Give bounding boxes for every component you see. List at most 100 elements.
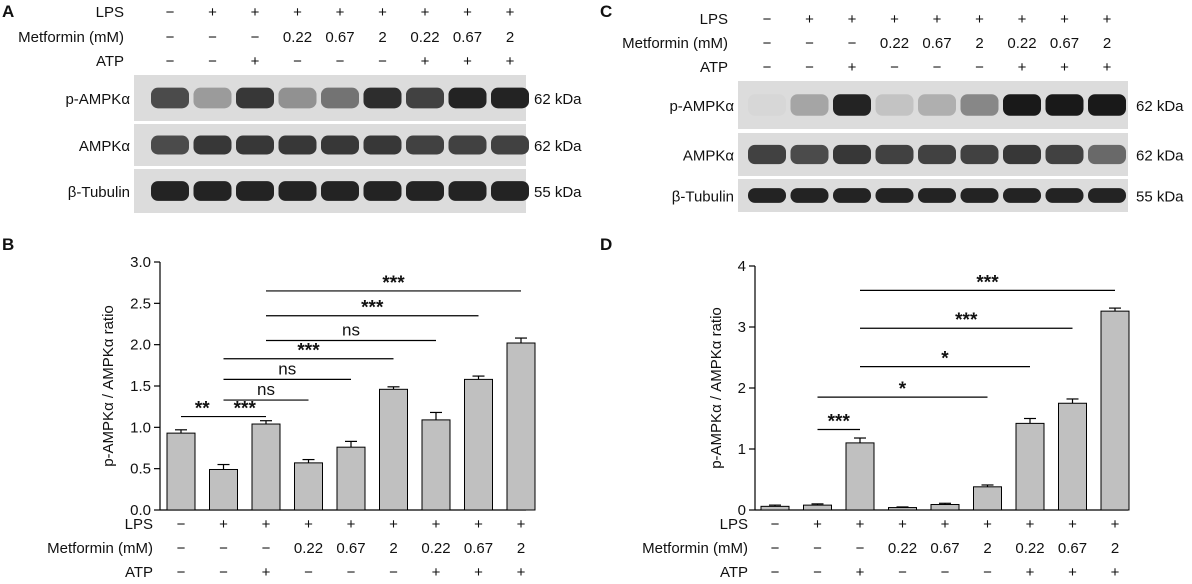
panel-c-lps-value: − xyxy=(763,11,772,28)
panel-a-lps-value: + xyxy=(421,4,430,21)
panel-b-metformin-value: 0.22 xyxy=(294,540,323,557)
panel-c-band xyxy=(1088,144,1126,165)
panel-c-band xyxy=(1045,188,1084,203)
panel-a-band xyxy=(321,135,359,155)
panel-d-atp-value: + xyxy=(1068,564,1077,581)
panel-b-metformin-value: − xyxy=(177,540,186,557)
panel-b-significance-label: *** xyxy=(382,273,405,294)
panel-d-metformin-value: − xyxy=(813,540,822,557)
panel-c-lps-value: + xyxy=(890,11,899,28)
panel-d-lps-value: + xyxy=(856,516,865,533)
panel-a-metformin-value: − xyxy=(208,29,217,46)
panel-d-y-tick-label: 1 xyxy=(738,441,746,458)
panel-a-band xyxy=(151,135,189,155)
panel-d-significance-label: * xyxy=(941,349,949,370)
panel-c-atp-value: − xyxy=(805,59,814,76)
panel-a-lps-value: + xyxy=(463,4,472,21)
panel-d-lps-value: + xyxy=(941,516,950,533)
panel-a-band xyxy=(193,87,232,109)
panel-c-band xyxy=(875,94,914,116)
panel-c-band xyxy=(1003,94,1041,116)
panel-a-band xyxy=(193,181,232,201)
panel-c-band-size: 62 kDa xyxy=(1136,98,1184,115)
panel-c-band xyxy=(960,144,999,165)
panel-c-lps-value: + xyxy=(1018,11,1027,28)
panel-d-metformin-value: 0.22 xyxy=(1015,540,1044,557)
panel-d-atp-value: − xyxy=(983,564,992,581)
panel-c-band-size: 62 kDa xyxy=(1136,148,1184,165)
panel-b-significance-label: ns xyxy=(278,359,296,378)
panel-c-lps-value: + xyxy=(1103,11,1112,28)
panel-a-band xyxy=(321,181,359,201)
panel-d-lps-value: + xyxy=(813,516,822,533)
panel-a-lps-value: + xyxy=(208,4,217,21)
panel-c-metformin-value: 0.67 xyxy=(1050,35,1079,52)
panel-d-bar xyxy=(845,442,875,511)
panel-letter-c: C xyxy=(600,2,612,21)
panel-c-metformin-value: 0.22 xyxy=(880,35,909,52)
panel-c-band xyxy=(790,94,829,116)
panel-a-metformin-value: 2 xyxy=(378,29,386,46)
panel-c-lps-value: + xyxy=(848,11,857,28)
panel-b-y-axis-label: p-AMPKα / AMPKα ratio xyxy=(100,305,117,467)
panel-a-band xyxy=(448,135,487,155)
panel-c-band-label: AMPKα xyxy=(683,148,735,165)
panel-c-row-label-lps: LPS xyxy=(700,11,728,28)
panel-letter-d: D xyxy=(600,235,612,254)
panel-d-y-tick-label: 2 xyxy=(738,380,746,397)
panel-c-western-blot: LPS − + + + + + + + + Metformin (mM) − − − 0.22 0.67 2 0.… xyxy=(622,11,1184,212)
panel-a-lps-value: + xyxy=(293,4,302,21)
panel-a-band xyxy=(448,87,487,109)
panel-c-row-label-metformin: Metformin (mM) xyxy=(622,35,728,52)
panel-c-band xyxy=(1045,94,1084,116)
panel-a-metformin-value: 0.67 xyxy=(325,29,354,46)
panel-c-band-label: p-AMPKα xyxy=(669,98,734,115)
panel-c-band xyxy=(1003,188,1041,203)
panel-c-band xyxy=(748,144,786,165)
panel-a-metformin-value: 0.22 xyxy=(283,29,312,46)
panel-b-bar xyxy=(464,378,493,511)
panel-b-y-tick-label: 0.5 xyxy=(130,461,151,478)
panel-d-bar xyxy=(1100,310,1130,511)
panel-d-metformin-value: − xyxy=(856,540,865,557)
panel-c-atp-value: − xyxy=(933,59,942,76)
panel-b-lps-value: + xyxy=(262,516,271,533)
panel-d-y-tick-label: 0 xyxy=(738,502,746,519)
panel-d-bar xyxy=(760,505,790,511)
panel-c-band xyxy=(918,94,956,116)
panel-b-metformin-value: 0.22 xyxy=(421,540,450,557)
panel-c-atp-value: + xyxy=(1103,59,1112,76)
panel-c-band xyxy=(748,188,786,203)
panel-b-lps-value: + xyxy=(517,516,526,533)
panel-b-lps-value: + xyxy=(347,516,356,533)
panel-b-bar xyxy=(251,423,281,511)
panel-a-band-size: 62 kDa xyxy=(534,138,582,155)
panel-d-atp-value: + xyxy=(1026,564,1035,581)
panel-b-significance-label: ns xyxy=(342,321,360,340)
panel-d-bar xyxy=(1058,402,1087,511)
panel-a-metformin-value: 2 xyxy=(506,29,514,46)
panel-d-metformin-value: − xyxy=(771,540,780,557)
panel-b-bar xyxy=(506,342,536,511)
panel-c-band xyxy=(1088,188,1126,203)
panel-c-metformin-value: 0.67 xyxy=(922,35,951,52)
panel-a-row-label-metformin: Metformin (mM) xyxy=(18,29,124,46)
panel-c-metformin-value: − xyxy=(848,35,857,52)
panel-d-metformin-value: 0.22 xyxy=(888,540,917,557)
panel-b-significance-label: ns xyxy=(257,380,275,399)
panel-b-lps-value: + xyxy=(474,516,483,533)
panel-c-band xyxy=(960,94,999,116)
panel-d-significance-label: *** xyxy=(955,310,978,331)
panel-b-bar xyxy=(379,388,408,511)
panel-d-lps-value: − xyxy=(771,516,780,533)
panel-c-metformin-value: − xyxy=(805,35,814,52)
panel-a-band-label: p-AMPKα xyxy=(65,91,130,108)
panel-c-atp-value: − xyxy=(763,59,772,76)
panel-a-atp-value: + xyxy=(506,53,515,70)
panel-b-bar xyxy=(336,446,366,511)
panel-b-atp-value: − xyxy=(389,564,398,581)
panel-a-atp-value: − xyxy=(336,53,345,70)
panel-c-band xyxy=(1003,144,1041,165)
panel-d-lps-value: + xyxy=(983,516,992,533)
